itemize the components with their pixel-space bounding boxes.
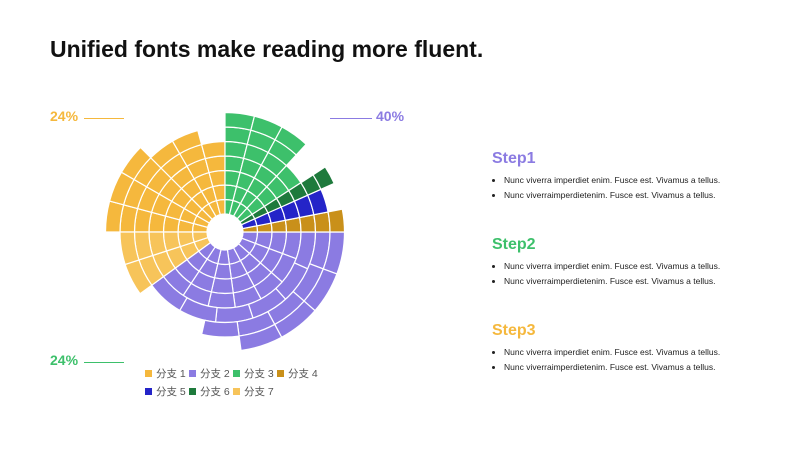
step-bullet: Nunc viverraimperdietenim. Fusce est. Vi… bbox=[504, 277, 792, 287]
legend-label: 分支 3 bbox=[244, 366, 274, 381]
sunburst-segment bbox=[208, 292, 235, 308]
step-bullet: Nunc viverra imperdiet enim. Fusce est. … bbox=[504, 262, 792, 272]
legend-swatch bbox=[277, 370, 284, 377]
legend-swatch bbox=[145, 370, 152, 377]
callout-line bbox=[330, 118, 372, 119]
chart-legend: 分支 1 分支 2 分支 3 分支 4 分支 5 分支 6 分支 7 bbox=[145, 366, 345, 399]
step-bullet: Nunc viverraimperdietenim. Fusce est. Vi… bbox=[504, 363, 792, 373]
callout-percent-branch-3: 24% bbox=[50, 352, 78, 368]
legend-label: 分支 1 bbox=[156, 366, 186, 381]
step-bullets: Nunc viverra imperdiet enim. Fusce est. … bbox=[492, 176, 792, 201]
callout-percent-branch-1: 24% bbox=[50, 108, 78, 124]
legend-label: 分支 2 bbox=[200, 366, 230, 381]
step-title: Step3 bbox=[492, 322, 792, 340]
legend-swatch bbox=[145, 388, 152, 395]
legend-label: 分支 5 bbox=[156, 384, 186, 399]
steps-panel: Step1 Nunc viverra imperdiet enim. Fusce… bbox=[492, 150, 792, 408]
legend-swatch bbox=[189, 388, 196, 395]
step-bullets: Nunc viverra imperdiet enim. Fusce est. … bbox=[492, 348, 792, 373]
callout-percent-branch-2: 40% bbox=[376, 108, 404, 124]
sunburst-segment bbox=[225, 113, 254, 131]
step-bullet: Nunc viverra imperdiet enim. Fusce est. … bbox=[504, 348, 792, 358]
callout-line bbox=[84, 118, 124, 119]
step-bullet: Nunc viverraimperdietenim. Fusce est. Vi… bbox=[504, 191, 792, 201]
step-block: Step2 Nunc viverra imperdiet enim. Fusce… bbox=[492, 236, 792, 322]
sunburst-segment bbox=[202, 320, 239, 337]
legend-item: 分支 4 bbox=[277, 366, 321, 381]
step-block: Step3 Nunc viverra imperdiet enim. Fusce… bbox=[492, 322, 792, 408]
step-bullets: Nunc viverra imperdiet enim. Fusce est. … bbox=[492, 262, 792, 287]
step-block: Step1 Nunc viverra imperdiet enim. Fusce… bbox=[492, 150, 792, 236]
sunburst-segment bbox=[202, 142, 225, 159]
legend-swatch bbox=[189, 370, 196, 377]
sunburst-segment bbox=[328, 209, 344, 232]
sunburst-segment bbox=[205, 156, 225, 173]
legend-item: 分支 5 bbox=[145, 384, 189, 399]
legend-item: 分支 7 bbox=[233, 384, 277, 399]
step-bullet: Nunc viverra imperdiet enim. Fusce est. … bbox=[504, 176, 792, 186]
sunburst-branch-1 bbox=[106, 131, 226, 232]
legend-swatch bbox=[233, 388, 240, 395]
sunburst-segment bbox=[314, 212, 330, 232]
step-title: Step1 bbox=[492, 150, 792, 168]
legend-label: 分支 7 bbox=[244, 384, 274, 399]
callout-line bbox=[84, 362, 124, 363]
legend-item: 分支 2 bbox=[189, 366, 233, 381]
legend-label: 分支 4 bbox=[288, 366, 318, 381]
legend-swatch bbox=[233, 370, 240, 377]
legend-label: 分支 6 bbox=[200, 384, 230, 399]
legend-item: 分支 6 bbox=[189, 384, 233, 399]
legend-item: 分支 1 bbox=[145, 366, 189, 381]
step-title: Step2 bbox=[492, 236, 792, 254]
legend-item: 分支 3 bbox=[233, 366, 277, 381]
